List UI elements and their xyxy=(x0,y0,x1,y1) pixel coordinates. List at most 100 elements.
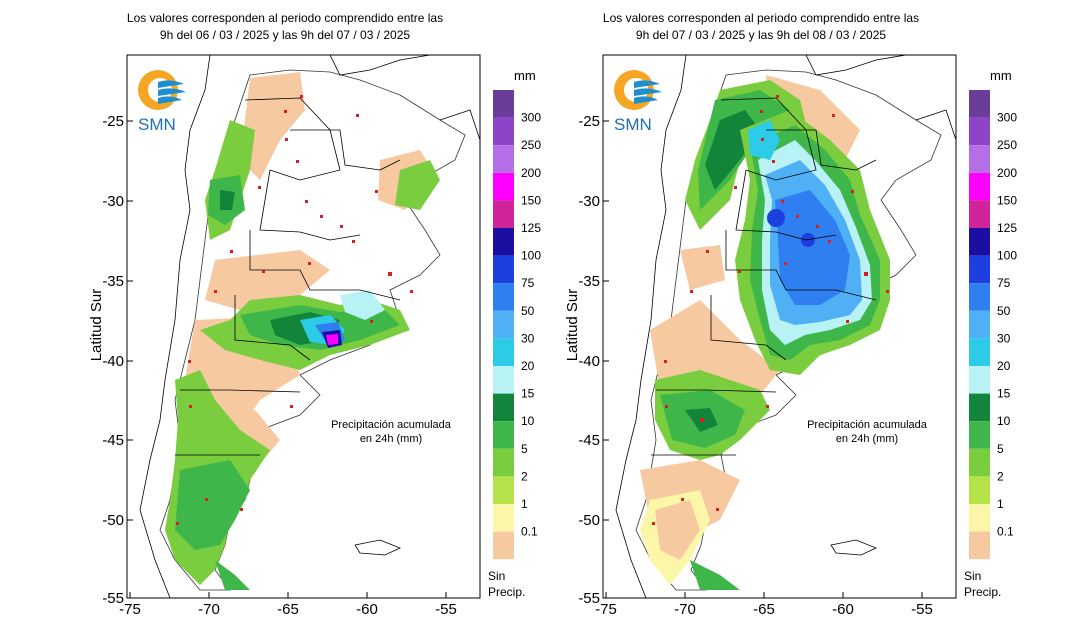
x-tick: -55 xyxy=(911,601,933,618)
y-tick: -40 xyxy=(102,353,124,370)
legend-label: 10 xyxy=(997,414,1011,428)
y-tick: -45 xyxy=(578,432,600,449)
legend-swatch xyxy=(969,531,990,560)
legend-swatch xyxy=(493,393,514,422)
legend-swatch xyxy=(969,255,990,284)
y-axis-label: Latitud Sur xyxy=(564,289,581,362)
legend-label: 30 xyxy=(521,331,535,345)
legend-label: 10 xyxy=(521,414,535,428)
y-tick: -50 xyxy=(102,512,124,529)
legend-label: 200 xyxy=(521,166,541,180)
legend-swatch xyxy=(493,200,514,228)
legend-label: 150 xyxy=(521,193,541,207)
x-tick: -55 xyxy=(435,601,457,618)
legend-swatch xyxy=(969,421,990,449)
annotation-line-1: Precipitación acumulada xyxy=(331,419,452,431)
legend-no-precip-1: Sin xyxy=(964,569,981,583)
x-tick: -60 xyxy=(832,601,854,618)
legend-swatch xyxy=(969,476,990,504)
annotation-line-1: Precipitación acumulada xyxy=(807,419,928,431)
legend-swatch xyxy=(969,393,990,422)
legend-label: 300 xyxy=(997,111,1017,125)
legend-swatch xyxy=(493,145,514,173)
legend-label: 20 xyxy=(521,359,535,373)
legend-no-precip-1: Sin xyxy=(488,569,505,583)
legend-swatch xyxy=(969,145,990,173)
title-line-2: 9h del 07 / 03 / 2025 y las 9h del 08 / … xyxy=(635,28,887,42)
legend-label: 250 xyxy=(521,138,541,152)
legend-swatch xyxy=(493,172,514,201)
legend-swatch xyxy=(969,228,990,256)
y-tick-labels-left: -25 -30 -35 -40 -45 -50 -55 xyxy=(102,113,124,607)
legend-swatch xyxy=(493,504,514,532)
smn-logo-text: SMN xyxy=(138,115,176,134)
legend-swatch xyxy=(969,448,990,477)
map-title-left: Los valores corresponden al periodo comp… xyxy=(105,10,465,44)
legend-label: 50 xyxy=(521,304,535,318)
legend-swatch xyxy=(493,366,514,394)
y-tick: -35 xyxy=(102,273,124,290)
legend-label: 250 xyxy=(997,138,1017,152)
legend-swatch xyxy=(493,421,514,449)
legend-unit: mm xyxy=(990,68,1012,83)
legend-label: 5 xyxy=(521,442,528,456)
legend-swatch xyxy=(493,255,514,284)
legend-swatch xyxy=(969,117,990,146)
y-tick: -25 xyxy=(578,113,600,130)
legend-label: 2 xyxy=(997,469,1004,483)
map-left: -25 -30 -35 -40 -45 -50 -55 -75 -70 -65 … xyxy=(88,54,481,618)
smn-logo: SMN xyxy=(614,70,662,134)
legend-swatch xyxy=(969,366,990,394)
title-line-1: Los valores corresponden al periodo comp… xyxy=(126,11,444,25)
x-tick: -60 xyxy=(356,601,378,618)
smn-logo-text: SMN xyxy=(614,115,652,134)
x-tick: -75 xyxy=(595,601,617,618)
y-tick-labels-right: -25 -30 -35 -40 -45 -50 -55 xyxy=(578,113,600,607)
x-tick-labels-right: -75 -70 -65 -60 -55 xyxy=(595,601,933,618)
legend-label: 75 xyxy=(521,276,535,290)
legend-no-precip-2: Precip. xyxy=(488,585,525,599)
y-tick: -55 xyxy=(102,590,124,607)
legend-label: 150 xyxy=(997,193,1017,207)
legend-label: 30 xyxy=(997,331,1011,345)
legend-swatch xyxy=(493,531,514,560)
smn-logo: SMN xyxy=(138,70,186,134)
y-tick: -40 xyxy=(578,353,600,370)
legend-label: 0.1 xyxy=(997,525,1014,539)
x-tick: -75 xyxy=(119,601,141,618)
y-tick: -55 xyxy=(578,590,600,607)
x-tick: -70 xyxy=(674,601,696,618)
legend-swatch xyxy=(969,504,990,532)
legend-swatch xyxy=(493,448,514,477)
title-line-1: Los valores corresponden al periodo comp… xyxy=(602,11,920,25)
y-tick: -50 xyxy=(578,512,600,529)
legend-swatch xyxy=(969,310,990,339)
legend-swatch xyxy=(969,283,990,311)
x-tick: -70 xyxy=(198,601,220,618)
legend-label: 100 xyxy=(521,249,541,263)
y-tick: -30 xyxy=(102,193,124,210)
y-axis-label: Latitud Sur xyxy=(88,289,105,362)
legend-label: 5 xyxy=(997,442,1004,456)
legend-label: 20 xyxy=(997,359,1011,373)
legend-swatch xyxy=(493,310,514,339)
legend-label: 1 xyxy=(521,497,528,511)
legend-swatch xyxy=(493,338,514,366)
legend-label: 125 xyxy=(997,221,1017,235)
x-tick-labels-left: -75 -70 -65 -60 -55 xyxy=(119,601,457,618)
legend-swatch xyxy=(969,90,990,118)
legend-no-precip-2: Precip. xyxy=(964,585,1001,599)
y-tick: -35 xyxy=(578,273,600,290)
annotation-line-2: en 24h (mm) xyxy=(360,433,422,445)
y-tick: -30 xyxy=(578,193,600,210)
legend-label: 2 xyxy=(521,469,528,483)
map-right: -25 -30 -35 -40 -45 -50 -55 -75 -70 -65 … xyxy=(564,54,957,618)
map-title-right: Los valores corresponden al periodo comp… xyxy=(581,10,941,44)
x-tick: -65 xyxy=(753,601,775,618)
legend-left: mm 3002502001501251007550302015105210.1 … xyxy=(488,68,541,599)
legend-label: 75 xyxy=(997,276,1011,290)
x-tick: -65 xyxy=(277,601,299,618)
legend-swatch xyxy=(969,172,990,201)
legend-label: 1 xyxy=(997,497,1004,511)
